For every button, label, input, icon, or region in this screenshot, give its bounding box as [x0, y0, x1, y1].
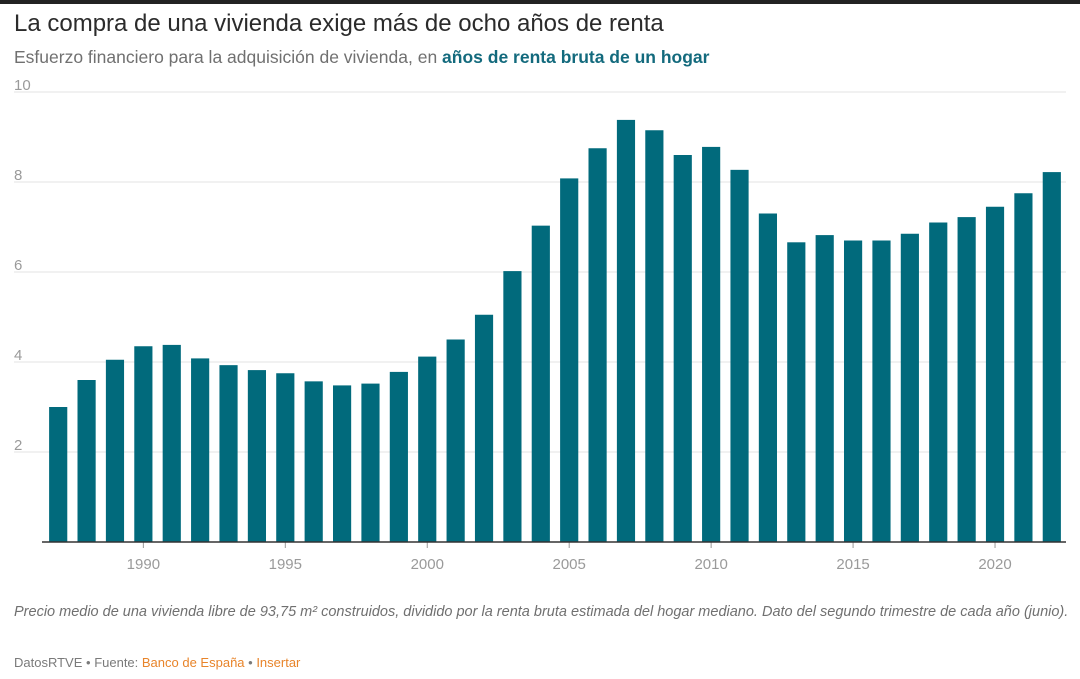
y-axis-labels: 2 4 6 8 10: [14, 77, 31, 454]
bar-chart: 2 4 6 8 10 1990 1995 2000 2005 2010 2015 2020: [14, 77, 1066, 573]
bar-2019[interactable]: [957, 217, 976, 542]
chart-subtitle: Esfuerzo financiero para la adquisición …: [14, 47, 709, 68]
x-tick-label: 2000: [411, 556, 444, 573]
bar-2018[interactable]: [929, 222, 948, 543]
bar-2009[interactable]: [673, 155, 692, 542]
y-tick-label: 4: [14, 347, 22, 364]
bar-1991[interactable]: [162, 344, 181, 542]
bar-2012[interactable]: [758, 213, 778, 543]
footer-separator: •: [82, 655, 95, 670]
bar-1998[interactable]: [361, 383, 380, 542]
footer: DatosRTVE • Fuente: Banco de España • In…: [14, 655, 300, 670]
bar-2007[interactable]: [616, 119, 636, 543]
bar-1999[interactable]: [389, 371, 408, 542]
embed-link[interactable]: Insertar: [256, 655, 301, 670]
y-tick-label: 6: [14, 257, 22, 274]
x-tick-label: 2010: [694, 556, 727, 573]
bar-1997[interactable]: [332, 385, 352, 542]
x-tick-label: 1990: [127, 556, 160, 573]
bar-2015[interactable]: [843, 240, 863, 543]
x-tick-label: 1995: [269, 556, 302, 573]
bar-2004[interactable]: [531, 225, 550, 542]
bar-1990[interactable]: [134, 346, 153, 542]
x-tick-label: 2005: [553, 556, 586, 573]
bar-2010[interactable]: [702, 146, 721, 542]
bar-2016[interactable]: [872, 240, 891, 543]
subtitle-highlight: años de renta bruta de un hogar: [442, 47, 710, 67]
x-tick-label: 2020: [978, 556, 1011, 573]
bar-1992[interactable]: [191, 358, 210, 542]
bar-2011[interactable]: [730, 169, 749, 542]
x-axis-ticks: 1990 1995 2000 2005 2010 2015 2020: [127, 542, 1012, 573]
footer-source-prefix: Fuente:: [94, 655, 142, 670]
bar-1993[interactable]: [219, 365, 238, 542]
bar-2013[interactable]: [787, 242, 806, 543]
footnote: Precio medio de una vivienda libre de 93…: [14, 604, 1069, 620]
bar-2000[interactable]: [418, 356, 437, 542]
bar-2021[interactable]: [1014, 193, 1033, 542]
bar-1988[interactable]: [77, 380, 96, 542]
bar-2022[interactable]: [1042, 172, 1061, 542]
bar-2003[interactable]: [503, 271, 522, 542]
bar-2001[interactable]: [446, 339, 465, 543]
top-rule: [0, 0, 1080, 4]
bar-1987[interactable]: [49, 407, 68, 542]
bar-2006[interactable]: [588, 148, 607, 542]
bar-2017[interactable]: [900, 233, 919, 542]
bar-1994[interactable]: [247, 370, 267, 542]
chart-title: La compra de una vivienda exige más de o…: [14, 10, 664, 37]
bar-1995[interactable]: [276, 373, 295, 542]
y-tick-label: 8: [14, 167, 22, 184]
bar-2008[interactable]: [645, 130, 664, 542]
x-tick-label: 2015: [836, 556, 869, 573]
bar-2002[interactable]: [474, 314, 494, 542]
y-tick-label: 10: [14, 77, 31, 94]
y-tick-label: 2: [14, 437, 22, 454]
footer-brand: DatosRTVE: [14, 655, 83, 670]
subtitle-prefix: Esfuerzo financiero para la adquisición …: [14, 47, 443, 67]
bars: [49, 119, 1061, 543]
bar-2005[interactable]: [560, 178, 579, 542]
bar-2014[interactable]: [815, 235, 834, 542]
source-link[interactable]: Banco de España: [141, 655, 245, 670]
bar-1989[interactable]: [105, 359, 125, 542]
bar-2020[interactable]: [985, 206, 1005, 542]
footer-separator-2: •: [244, 655, 257, 670]
bar-1996[interactable]: [304, 381, 323, 542]
